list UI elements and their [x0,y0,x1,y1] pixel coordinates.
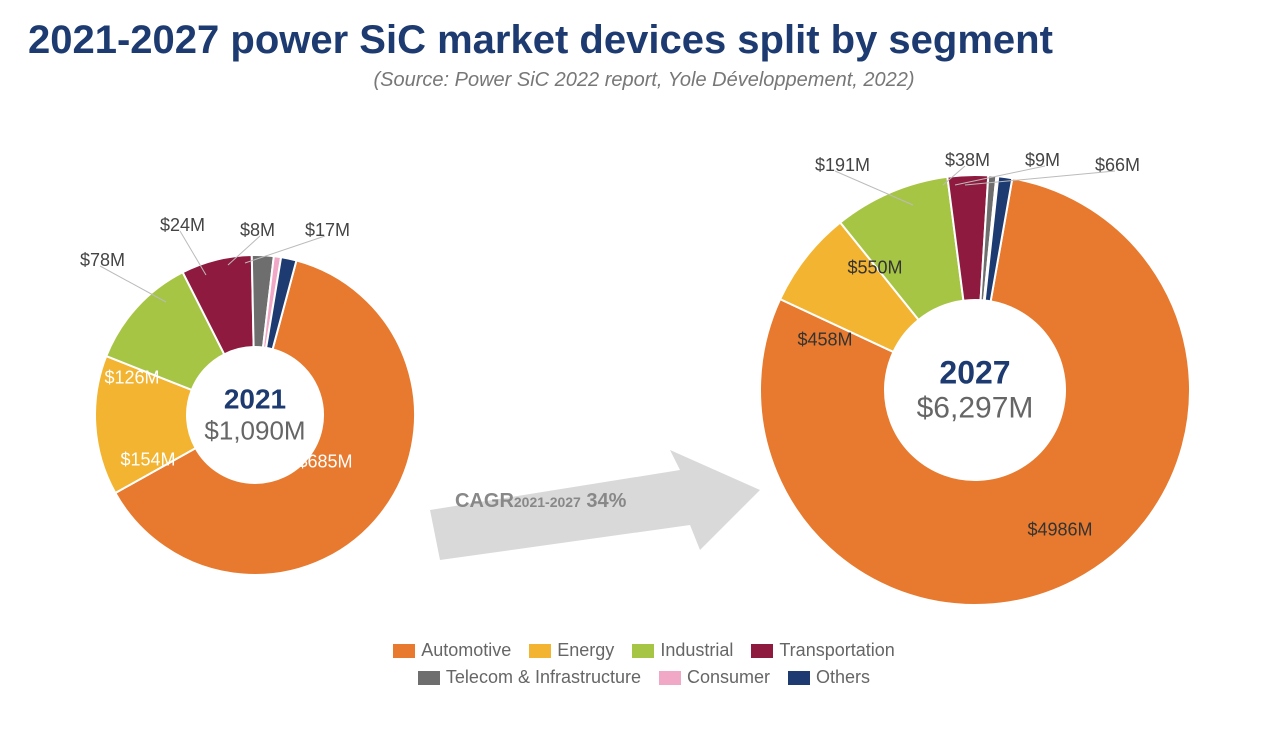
legend-item-industrial: Industrial [632,640,733,661]
year-2021: 2021 [204,384,305,416]
value-label-2027-energy: $458M [797,330,852,351]
total-2027: $6,297M [917,392,1034,426]
legend-label-consumer: Consumer [687,667,770,688]
source-subtitle: (Source: Power SiC 2022 report, Yole Dév… [0,69,1288,92]
value-label-2027-automotive: $4986M [1027,520,1092,541]
value-label-2027-others: $66M [1095,155,1140,176]
leader-transportation [100,266,166,302]
value-label-2021-others: $17M [305,220,350,241]
legend-label-others: Others [816,667,870,688]
legend-swatch-industrial [632,644,654,658]
value-label-2021-energy: $154M [120,450,175,471]
legend-item-energy: Energy [529,640,614,661]
legend-row: Automotive Energy Industrial Transportation [0,640,1288,661]
legend-label-telecom: Telecom & Infrastructure [446,667,641,688]
legend-item-others: Others [788,667,870,688]
legend: Automotive Energy Industrial Transportation… [0,640,1288,694]
cagr-sub: 2021-2027 [514,494,581,510]
legend-row: Telecom & Infrastructure Consumer Others [0,667,1288,688]
legend-item-automotive: Automotive [393,640,511,661]
cagr-value: 34% [581,490,627,512]
legend-item-consumer: Consumer [659,667,770,688]
legend-swatch-consumer [659,671,681,685]
value-label-2021-automotive: $685M [297,452,352,473]
legend-swatch-automotive [393,644,415,658]
center-label-2027: 2027 $6,297M [917,355,1034,426]
value-label-2021-consumer: $8M [240,220,275,241]
center-label-2021: 2021 $1,090M [204,384,305,447]
legend-label-automotive: Automotive [421,640,511,661]
total-2021: $1,090M [204,416,305,447]
legend-swatch-telecom [418,671,440,685]
value-label-2027-telecom: $38M [945,150,990,171]
legend-swatch-transportation [751,644,773,658]
value-label-2021-industrial: $126M [104,368,159,389]
value-label-2027-industrial: $550M [847,258,902,279]
value-label-2027-consumer: $9M [1025,150,1060,171]
charts-area: CAGR2021-2027 34% 2021 $1,090M 2027 $6,2… [0,130,1288,610]
legend-swatch-others [788,671,810,685]
value-label-2027-transportation: $191M [815,155,870,176]
donut-charts-svg [0,130,1288,610]
value-label-2021-telecom: $24M [160,215,205,236]
cagr-prefix: CAGR [455,490,514,512]
legend-label-energy: Energy [557,640,614,661]
legend-item-transportation: Transportation [751,640,894,661]
legend-item-telecom: Telecom & Infrastructure [418,667,641,688]
cagr-label: CAGR2021-2027 34% [455,490,626,513]
value-label-2021-transportation: $78M [80,250,125,271]
legend-swatch-energy [529,644,551,658]
page-title: 2021-2027 power SiC market devices split… [0,0,1288,63]
legend-label-transportation: Transportation [779,640,894,661]
year-2027: 2027 [917,355,1034,392]
legend-label-industrial: Industrial [660,640,733,661]
